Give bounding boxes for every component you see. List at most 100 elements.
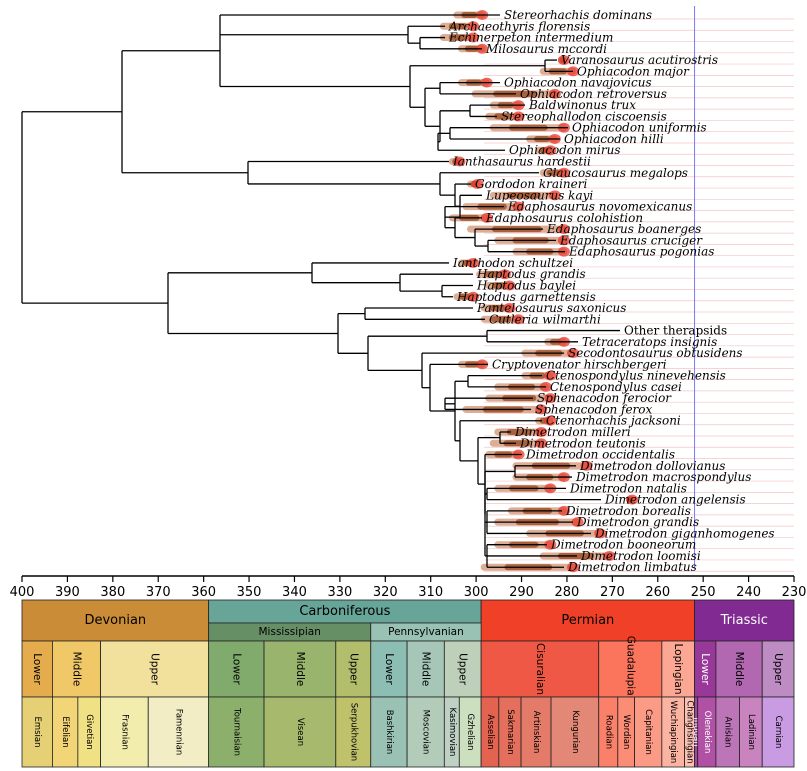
epoch-label: Upper — [149, 653, 161, 685]
period-box — [694, 599, 795, 642]
stage-box — [550, 696, 600, 768]
taxon-label: Sphenacodon ferox — [535, 402, 653, 416]
axis-tick-label: 230 — [782, 585, 807, 600]
stage-label: Roadian — [603, 715, 613, 749]
stage-label: Carnian — [773, 716, 783, 749]
taxon-label: Dimetrodon loomisi — [580, 549, 701, 563]
occurrence-marker — [594, 528, 607, 539]
stage-box — [52, 696, 79, 768]
epoch-label: Middle — [420, 652, 432, 687]
epoch-box — [52, 640, 101, 698]
occurrence-marker — [557, 55, 570, 66]
taxon-label: Dimetrodon giganhomogenes — [594, 526, 775, 540]
stage-label: Capitanian — [643, 709, 653, 755]
stage-box — [406, 696, 445, 768]
taxon-label: Dimetrodon natalis — [569, 481, 687, 495]
taxon-gridlines — [484, 6, 794, 572]
taxon-label: Dimetrodon teutonis — [519, 436, 646, 450]
axis-tick-label: 270 — [600, 585, 625, 600]
axis-tick-label: 370 — [146, 585, 171, 600]
taxon-label: Baldwinonus trux — [528, 98, 636, 112]
taxon-label: Dimetrodon dollovianus — [579, 459, 725, 473]
taxon-label: Ctenospondylus casei — [550, 380, 682, 394]
epoch-box — [480, 640, 600, 698]
stage-label: Tournaisian — [231, 707, 241, 756]
stage-box — [100, 696, 149, 768]
epoch-label: Lower — [31, 653, 43, 685]
taxon-label: Archaeothyris florensis — [448, 19, 590, 33]
stage-box — [335, 696, 372, 768]
epoch-box — [406, 640, 445, 698]
stage-label: Wordian — [621, 715, 631, 750]
epoch-label: Cisuralian — [534, 643, 546, 695]
stage-label: Moscovian — [421, 710, 431, 755]
stage-label: Emsian — [32, 716, 42, 747]
epoch-label: Lopingian — [672, 644, 684, 695]
stage-box — [263, 696, 337, 768]
time-axis: 400 390 380 370 360 350 340 330 320 310 300 290 280 2… — [10, 575, 807, 600]
taxon-label: Gordodon kraineri — [475, 177, 587, 191]
occurrence-marker — [480, 212, 493, 223]
axis-tick-label: 390 — [55, 585, 80, 600]
occurrence-marker — [535, 438, 548, 449]
epoch-box — [263, 640, 337, 698]
taxon-label: Ctenospondylus ninevehensis — [546, 369, 726, 383]
taxon-label: Dimetrodon grandis — [576, 515, 699, 529]
taxon-label: Ophiacodon uniformis — [572, 121, 707, 135]
taxon-label: Other therapsids — [624, 324, 727, 338]
stage-label: Wuchiapingian — [668, 701, 678, 764]
phylogenetic-tree — [21, 14, 620, 568]
range-core — [448, 34, 468, 41]
epoch-label: Upper — [347, 653, 359, 685]
occurrence-marker — [503, 280, 516, 291]
taxon-label: Dimetrodon borealis — [565, 504, 691, 518]
occurrence-marker — [535, 404, 548, 415]
axis-tick-label: 340 — [282, 585, 307, 600]
occurrence-marker — [467, 257, 480, 268]
taxon-label: Dimetrodon occidentalis — [525, 448, 675, 462]
stage-label: Induan — [691, 717, 701, 746]
occurrence-marker — [453, 156, 466, 167]
epoch-box — [598, 640, 663, 698]
occurrence-marker — [557, 235, 570, 246]
axis-tick-label: 320 — [373, 585, 398, 600]
period-label: Carboniferous — [299, 604, 390, 619]
epoch-box — [715, 640, 763, 698]
occurrence-marker — [557, 224, 570, 235]
occurrence-marker — [512, 314, 525, 325]
taxon-label: Dimetrodon milleri — [514, 425, 631, 439]
occurrence-marker — [544, 370, 557, 381]
epoch-box — [100, 640, 210, 698]
occurrence-marker — [544, 393, 557, 404]
stage-label: Ladinian — [746, 714, 756, 750]
occurrence-marker — [512, 201, 525, 212]
period-box — [21, 599, 210, 642]
occurrence-marker — [467, 21, 480, 32]
occurrence-marker — [498, 269, 511, 280]
epoch-label: Upper — [772, 653, 784, 685]
axis-tick-label: 360 — [191, 585, 216, 600]
occurrence-marker — [567, 348, 580, 359]
stage-label: Kungurian — [570, 710, 580, 753]
epoch-label: Middle — [294, 652, 306, 687]
taxon-label: Glaucosaurus megalops — [543, 166, 688, 180]
occurrence-marker — [626, 494, 639, 505]
taxon-label: Edaphosaurus boanerges — [546, 222, 701, 236]
epoch-box — [761, 640, 795, 698]
taxon-label: Ophiacodon navajovicus — [504, 76, 652, 90]
taxon-label: Dimetrodon limbatus — [567, 560, 697, 574]
axis-tick-label: 250 — [691, 585, 716, 600]
epoch-box — [208, 640, 265, 698]
taxon-label: Ophiacodon retroversus — [520, 87, 667, 101]
epoch-label: Middle — [733, 652, 745, 687]
period-label: Permian — [561, 613, 614, 628]
taxon-label: Dimetrodon booneorum — [550, 538, 696, 552]
occurrence-marker — [548, 88, 561, 99]
taxon-label: Ophiacodon hilli — [564, 132, 664, 146]
taxon-label: Sphenacodon ferocior — [537, 391, 672, 405]
axis-tick-label: 350 — [237, 585, 262, 600]
range-core — [492, 282, 506, 289]
occurrence-marker — [467, 291, 480, 302]
